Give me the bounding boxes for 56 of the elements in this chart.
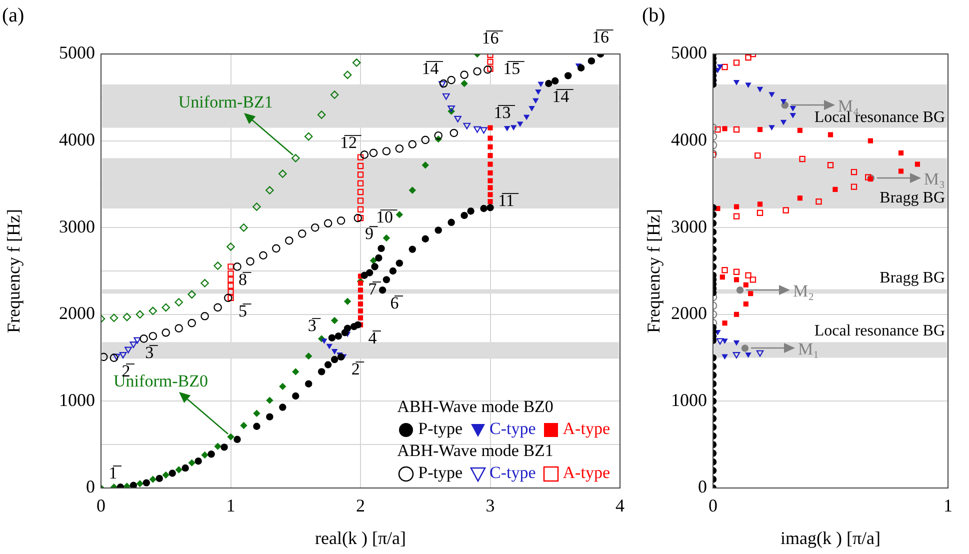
data-label: M₂ — [793, 282, 814, 301]
annotation: 1̅4̅ — [422, 58, 444, 78]
annotation: 4̅ — [368, 328, 382, 348]
annotation: 3̅ — [308, 316, 322, 335]
y-axis-title: Frequency f [Hz] — [4, 209, 24, 333]
y-axis-title: Frequency f [Hz] — [644, 209, 664, 333]
y-tick-label: 0 — [86, 476, 95, 497]
y-tick-label: 3000 — [59, 216, 95, 236]
annotation: Uniform-BZ1 — [178, 92, 273, 112]
annotation: 1̅2̅ — [340, 132, 362, 152]
band-label: Bragg BG — [880, 190, 946, 207]
x-tick-label: 4 — [616, 496, 624, 516]
y-tick-label: 2000 — [59, 303, 95, 324]
x-tick-label: 1 — [226, 496, 236, 516]
y-tick-label: 4000 — [59, 130, 95, 150]
annotation: 1̅0̅ — [376, 208, 398, 227]
y-tick-label: 4000 — [671, 130, 707, 150]
band-label: Local resonance BG — [814, 322, 946, 340]
annotation: 1̅ — [108, 463, 122, 482]
y-tick-label: 1000 — [671, 390, 707, 410]
annotation: ABH-Wave mode BZ1 — [397, 440, 554, 462]
y-tick-label: 1000 — [59, 390, 95, 410]
data-label: M₃ — [924, 170, 946, 189]
annotation: 1̅6̅ — [592, 27, 614, 46]
x-axis-title: imag(k ) [π/a] — [780, 528, 881, 548]
y-tick-label: 5000 — [671, 42, 707, 63]
x-tick-label: 2 — [356, 496, 365, 516]
legend-label: A-type — [562, 419, 610, 438]
y-tick-label: 5000 — [59, 42, 95, 63]
x-tick-label: 1 — [944, 496, 952, 516]
annotation: 1̅1̅ — [498, 191, 520, 210]
legend-label: A-type — [562, 463, 610, 482]
annotation: 5̅ — [238, 301, 252, 320]
y-tick-label: 0 — [698, 476, 707, 497]
annotation: 8̅ — [238, 270, 252, 290]
annotation: 3̅ — [145, 343, 159, 362]
legend-label: P-type — [417, 419, 462, 438]
y-tick-label: 3000 — [671, 216, 707, 236]
legend-label: C-type — [488, 419, 536, 438]
x-tick-label: 3 — [486, 496, 495, 516]
annotation: 6̅ — [390, 294, 404, 313]
chart-title: (a) — [2, 4, 24, 26]
data-label: M₁ — [798, 340, 820, 359]
annotation: 7̅ — [368, 280, 382, 299]
chart-title: (b) — [642, 4, 666, 26]
annotation: 1̅5̅ — [503, 59, 526, 78]
y-tick-label: 2000 — [671, 303, 707, 324]
annotation: 1̅6̅ — [482, 28, 504, 48]
band-label: Bragg BG — [880, 269, 946, 286]
x-axis-title: real(k ) [π/a] — [314, 528, 406, 548]
legend-label: C-type — [488, 463, 536, 482]
annotation: 2̅ — [351, 360, 365, 379]
annotation: 1̅4̅ — [552, 86, 574, 106]
annotation: 1̅3̅ — [494, 103, 516, 122]
legend-label: P-type — [417, 463, 462, 482]
annotation: ABH-Wave mode BZ0 — [397, 396, 554, 418]
